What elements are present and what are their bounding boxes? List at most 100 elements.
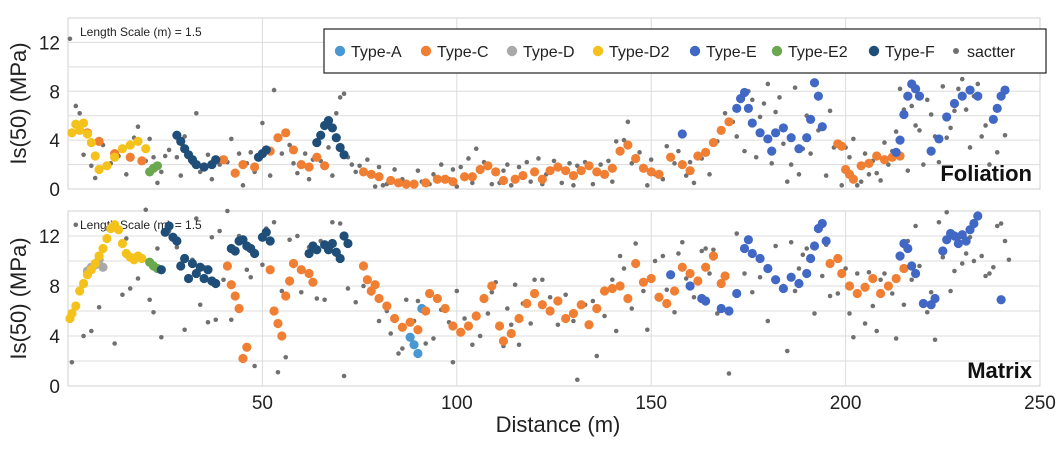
data-point — [821, 236, 831, 246]
scatter-point — [194, 110, 199, 116]
scatter-point — [823, 173, 829, 178]
scatter-point — [162, 153, 168, 159]
scatter-point — [664, 287, 670, 293]
data-point — [440, 174, 450, 184]
data-point — [767, 146, 777, 156]
data-point — [708, 137, 719, 148]
scatter-point — [897, 86, 903, 92]
data-point — [868, 273, 878, 284]
data-point — [716, 303, 726, 314]
data-point — [261, 227, 271, 237]
data-point — [506, 328, 516, 339]
data-point — [794, 278, 804, 289]
data-point — [110, 152, 120, 162]
scatter-point — [279, 288, 285, 294]
data-point — [701, 262, 711, 272]
data-point — [339, 150, 349, 160]
scatter-point — [660, 176, 666, 182]
data-point — [576, 166, 586, 176]
data-point — [467, 172, 477, 182]
data-point — [584, 320, 594, 330]
data-point — [879, 155, 890, 165]
data-point — [250, 248, 260, 259]
scatter-point — [648, 157, 654, 162]
scatter-point — [470, 180, 475, 186]
data-point — [514, 313, 524, 324]
scatter-point — [174, 244, 180, 250]
data-point — [599, 169, 610, 179]
data-point — [685, 166, 695, 176]
data-point — [222, 261, 233, 271]
scatter-point — [637, 150, 642, 155]
data-point — [965, 85, 975, 95]
scatter-point — [683, 173, 689, 178]
scatter-point — [291, 161, 296, 166]
data-point — [592, 167, 602, 177]
data-point — [529, 167, 540, 177]
data-point — [183, 273, 194, 284]
legend-item-type-a: Type-A — [334, 44, 402, 61]
scatter-point — [458, 164, 463, 170]
data-point — [763, 134, 773, 144]
data-point — [592, 303, 602, 314]
data-point — [102, 161, 112, 171]
data-point — [238, 353, 248, 364]
scatter-point — [124, 172, 129, 177]
scatter-point — [314, 296, 320, 301]
data-point — [646, 273, 656, 284]
data-point — [631, 258, 641, 269]
data-point — [494, 321, 505, 331]
data-point — [409, 179, 419, 189]
data-point — [739, 87, 750, 98]
data-point — [389, 313, 400, 324]
scatter-point — [598, 162, 603, 167]
data-point — [747, 248, 757, 259]
scatter-point — [617, 253, 623, 259]
data-point — [623, 293, 633, 304]
scatter-point — [629, 161, 635, 166]
scatter-point — [893, 129, 899, 134]
scatter-point — [260, 120, 265, 126]
scatter-point — [135, 124, 141, 130]
data-point — [242, 342, 252, 352]
y-tick-label: 0 — [49, 180, 60, 201]
legend-marker — [334, 45, 346, 57]
scatter-point — [376, 318, 382, 324]
data-point — [786, 133, 796, 143]
data-point — [440, 303, 450, 314]
data-point — [833, 253, 843, 264]
data-point — [448, 177, 458, 187]
y-tick-label: 8 — [49, 277, 60, 298]
data-point — [778, 123, 788, 133]
scatter-point — [722, 110, 728, 116]
data-point — [732, 288, 742, 299]
length-scale-annotation: Length Scale (m) = 1.5 — [80, 218, 202, 232]
data-point — [176, 136, 186, 146]
scatter-point — [1002, 132, 1008, 138]
scatter-point — [438, 162, 444, 167]
data-point — [405, 317, 415, 327]
scatter-point — [326, 145, 331, 150]
data-point — [561, 313, 571, 324]
data-point — [421, 178, 431, 188]
y-tick-label: 12 — [39, 33, 60, 54]
data-point — [199, 162, 209, 172]
data-point — [848, 174, 858, 184]
data-point — [910, 268, 921, 279]
y-tick-label: 12 — [39, 227, 60, 248]
legend-item-type-d: Type-D — [506, 44, 575, 61]
data-point — [518, 170, 528, 181]
scatter-point — [124, 236, 129, 241]
scatter-point — [753, 154, 759, 160]
scatter-point — [613, 139, 619, 144]
data-point — [331, 133, 341, 143]
data-point — [899, 109, 909, 120]
scatter-point — [1002, 238, 1008, 244]
data-point — [172, 236, 182, 246]
y-tick-label: 0 — [49, 377, 60, 398]
scatter-point — [602, 313, 607, 319]
data-point — [281, 291, 291, 301]
scatter-point — [89, 163, 94, 169]
scatter-point — [213, 317, 219, 323]
scatter-point — [882, 271, 887, 276]
